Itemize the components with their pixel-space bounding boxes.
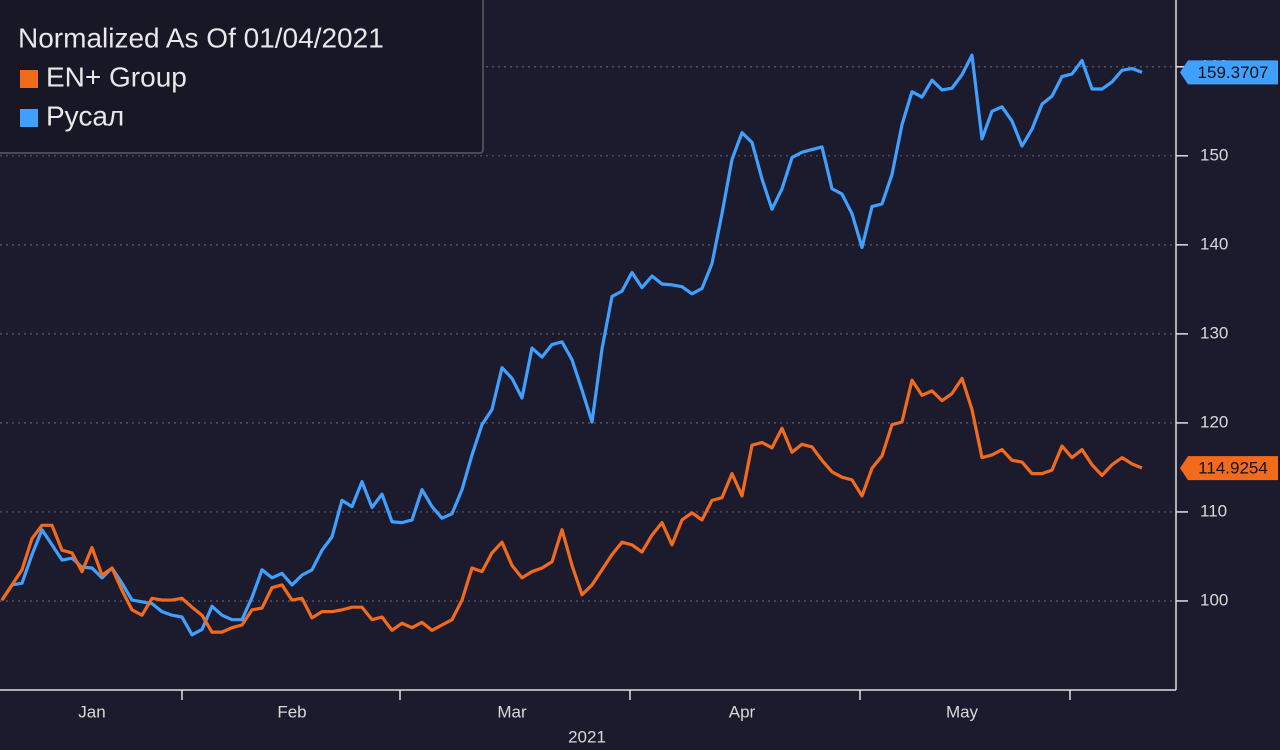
last-value-label: 159.3707 <box>1198 63 1269 82</box>
y-tick-label: 100 <box>1200 590 1228 609</box>
y-tick-label: 150 <box>1200 145 1228 164</box>
x-axis-label: 2021 <box>568 727 606 746</box>
legend-swatch <box>20 70 38 88</box>
series-line <box>0 53 1143 637</box>
legend-label: Русал <box>46 100 124 131</box>
x-tick-label: Jan <box>78 702 105 721</box>
y-tick-label: 120 <box>1200 412 1228 431</box>
last-value-tag: 114.9254 <box>1180 456 1278 481</box>
legend-label: EN+ Group <box>46 61 187 92</box>
x-tick-label: Feb <box>277 702 306 721</box>
x-tick-label: Apr <box>729 702 756 721</box>
plot <box>0 53 1176 637</box>
last-value-tag-box <box>1180 456 1278 481</box>
legend: Normalized As Of 01/04/2021 EN+ Group Рус… <box>0 0 484 154</box>
last-value-label: 114.9254 <box>1198 459 1268 478</box>
y-tick-label: 130 <box>1200 323 1228 342</box>
y-tick-label: 140 <box>1200 234 1228 253</box>
last-value-tag: 159.3707 <box>1180 60 1278 85</box>
x-tick-label: May <box>946 702 979 721</box>
y-tick-label: 110 <box>1200 501 1227 520</box>
last-value-tag-box <box>1180 60 1278 85</box>
legend-swatch <box>20 109 38 127</box>
x-tick-marks <box>181 690 1071 700</box>
legend-box <box>0 0 484 154</box>
series-line <box>0 376 1143 634</box>
x-tick-label: Mar <box>497 702 527 721</box>
legend-title: Normalized As Of 01/04/2021 <box>18 22 384 53</box>
